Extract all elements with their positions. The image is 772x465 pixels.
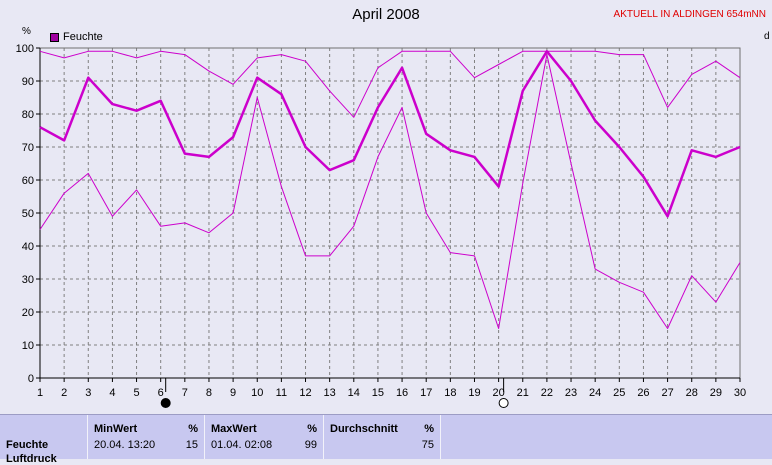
x-tick-label: 16 [396, 387, 408, 399]
y-tick-label: 40 [22, 241, 34, 253]
series-line-min [39, 54, 741, 329]
min-unit: % [188, 423, 198, 435]
x-tick-label: 12 [299, 387, 311, 399]
x-tick-label: 10 [251, 387, 263, 399]
x-tick-label: 22 [541, 387, 553, 399]
x-tick-label: 13 [324, 387, 336, 399]
x-tick-label: 4 [109, 387, 115, 399]
x-tick-label: 27 [661, 387, 673, 399]
legend-swatch [50, 32, 59, 42]
avg-value: 75 [421, 439, 434, 451]
x-tick-label: 21 [517, 387, 529, 399]
min-header: MinWert [94, 423, 138, 435]
new-moon-icon [160, 398, 171, 408]
x-tick-label: 19 [468, 387, 480, 399]
x-tick-label: 23 [565, 387, 577, 399]
x-tick-label: 29 [710, 387, 722, 399]
stats-max-cell: MaxWert % 01.04. 02:08 99 [205, 415, 324, 459]
x-tick-label: 14 [348, 387, 360, 399]
min-value: 15 [185, 439, 198, 451]
x-tick-label: 7 [182, 387, 188, 399]
chart-title: April 2008 [352, 6, 420, 23]
y-tick-label: 70 [22, 142, 34, 154]
stats-empty-cell [441, 415, 772, 459]
stats-row-label: Feuchte [6, 439, 49, 451]
x-tick-label: 2 [61, 387, 67, 399]
x-tick-label: 5 [133, 387, 139, 399]
x-tick-label: 28 [686, 387, 698, 399]
stats-label-cell: Feuchte Luftdruck [0, 415, 88, 465]
max-header: MaxWert [211, 423, 257, 435]
x-tick-label: 30 [734, 387, 746, 399]
x-tick-label: 24 [589, 387, 601, 399]
stats-row-label-2: Luftdruck [6, 453, 57, 465]
x-tick-label: 20 [492, 387, 504, 399]
y-tick-label: 10 [22, 340, 34, 352]
x-tick-label: 26 [637, 387, 649, 399]
min-time: 20.04. 13:20 [94, 439, 156, 451]
series-line-max [39, 50, 741, 118]
cut-off-label: d [764, 31, 770, 42]
legend: Feuchte [50, 31, 103, 43]
x-tick-label: 18 [444, 387, 456, 399]
y-axis-unit: % [22, 26, 31, 37]
stats-avg-cell: Durchschnitt % 75 [324, 415, 441, 459]
y-tick-label: 20 [22, 307, 34, 319]
stats-min-cell: MinWert % 20.04. 13:20 15 [88, 415, 205, 459]
x-tick-label: 15 [372, 387, 384, 399]
y-tick-label: 60 [22, 175, 34, 187]
x-tick-label: 11 [276, 387, 287, 399]
max-time: 01.04. 02:08 [211, 439, 273, 451]
y-tick-label: 80 [22, 109, 34, 121]
y-tick-label: 90 [22, 76, 34, 88]
x-tick-label: 17 [420, 387, 432, 399]
station-label: AKTUELL IN ALDINGEN 654mNN [613, 9, 766, 20]
max-value: 99 [304, 439, 317, 451]
full-moon-icon [498, 398, 509, 408]
max-unit: % [307, 423, 317, 435]
series-line-avg [39, 50, 741, 218]
y-tick-label: 100 [16, 43, 34, 55]
y-tick-label: 0 [28, 373, 34, 385]
x-tick-label: 8 [206, 387, 212, 399]
x-tick-label: 9 [230, 387, 236, 399]
legend-label-feuchte: Feuchte [63, 31, 103, 43]
x-tick-label: 3 [85, 387, 91, 399]
y-tick-label: 30 [22, 274, 34, 286]
y-tick-label: 50 [22, 208, 34, 220]
x-tick-label: 1 [37, 387, 43, 399]
x-tick-label: 6 [158, 387, 164, 399]
avg-header: Durchschnitt [330, 423, 398, 435]
avg-unit: % [424, 423, 434, 435]
x-tick-label: 25 [613, 387, 625, 399]
stats-panel: Feuchte Luftdruck MinWert % 20.04. 13:20… [0, 414, 772, 465]
